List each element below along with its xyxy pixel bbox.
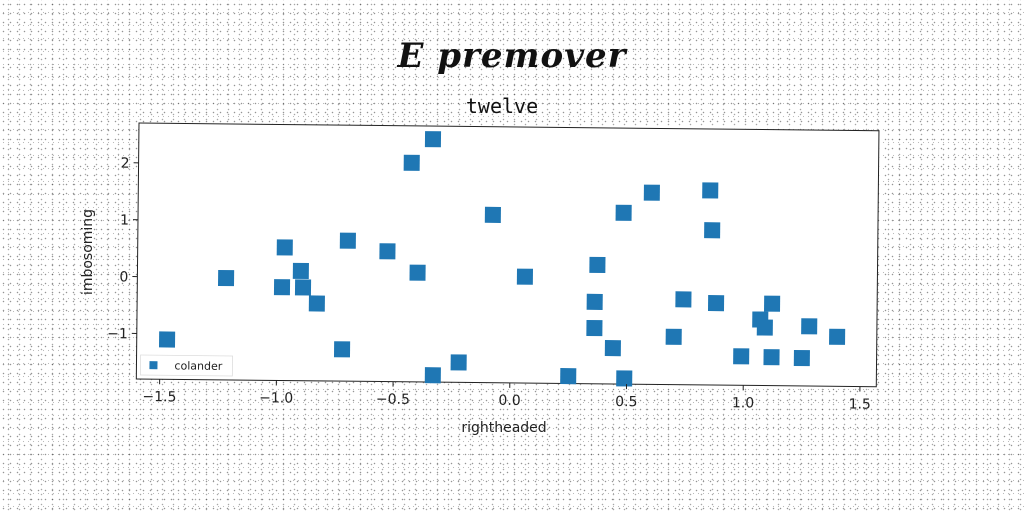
scatter-point bbox=[586, 293, 603, 310]
x-tick-label: 0.5 bbox=[615, 394, 637, 410]
scatter-point bbox=[218, 270, 235, 287]
scatter-point bbox=[604, 340, 621, 357]
scatter-point bbox=[616, 370, 633, 387]
data-points bbox=[158, 131, 846, 387]
scatter-point bbox=[707, 295, 725, 312]
scatter-point bbox=[273, 279, 291, 296]
scatter-point bbox=[643, 184, 660, 201]
scatter-point bbox=[560, 368, 577, 385]
x-tick-label: −1.5 bbox=[142, 389, 176, 405]
y-tick-label: 0 bbox=[119, 269, 128, 285]
scatter-point bbox=[516, 268, 534, 285]
scatter-point bbox=[702, 182, 719, 199]
chart-title: twelve bbox=[466, 94, 538, 118]
y-axis-label: imbosoming bbox=[80, 209, 96, 295]
x-tick-label: 1.0 bbox=[732, 395, 754, 411]
x-axis-label: rightheaded bbox=[461, 420, 546, 436]
scatter-point bbox=[586, 319, 603, 337]
scatter-point bbox=[665, 328, 682, 345]
scatter-point bbox=[589, 256, 606, 273]
scatter-point bbox=[763, 349, 780, 366]
legend: colander bbox=[139, 354, 233, 377]
scatter-point bbox=[704, 222, 721, 239]
y-tick-label: −1 bbox=[107, 326, 128, 342]
scatter-point bbox=[675, 291, 692, 308]
y-tick-label: 1 bbox=[120, 213, 129, 229]
axes-frame bbox=[135, 122, 880, 388]
scatter-point bbox=[450, 354, 467, 371]
x-tick-label: 0.0 bbox=[498, 393, 520, 409]
scatter-point bbox=[409, 264, 426, 281]
scatter-point bbox=[424, 367, 441, 384]
x-tick-label: 1.5 bbox=[849, 396, 871, 412]
scatter-point bbox=[424, 131, 442, 148]
scatter-point bbox=[276, 239, 293, 256]
scatter-point bbox=[158, 331, 176, 348]
scatter-point bbox=[793, 349, 810, 367]
scatter-point bbox=[292, 262, 309, 279]
scatter-point bbox=[403, 154, 420, 171]
scatter-point bbox=[733, 348, 750, 365]
x-tick-label: −1.0 bbox=[259, 390, 293, 406]
scatter-point bbox=[756, 319, 773, 336]
scatter-point bbox=[294, 279, 312, 296]
legend-marker-colander bbox=[149, 361, 158, 370]
legend-label-colander: colander bbox=[174, 359, 222, 373]
y-axis-ticks: −1 0 1 2 bbox=[107, 156, 139, 342]
scatter-point bbox=[308, 295, 325, 312]
scatter-point bbox=[484, 206, 501, 223]
scatter-point bbox=[379, 243, 396, 260]
scatter-point bbox=[333, 341, 351, 358]
scatter-point bbox=[829, 328, 846, 345]
figure-suptitle: E premover bbox=[397, 36, 627, 76]
scatter-point bbox=[801, 318, 818, 335]
x-tick-label: −0.5 bbox=[376, 391, 410, 407]
y-tick-label: 2 bbox=[121, 156, 130, 172]
scatter-point bbox=[764, 295, 781, 312]
scatter-point bbox=[339, 232, 356, 249]
scatter-point bbox=[615, 204, 632, 221]
x-axis-ticks: −1.5 −1.0 −0.5 0.0 0.5 1.0 1.5 bbox=[142, 379, 871, 413]
